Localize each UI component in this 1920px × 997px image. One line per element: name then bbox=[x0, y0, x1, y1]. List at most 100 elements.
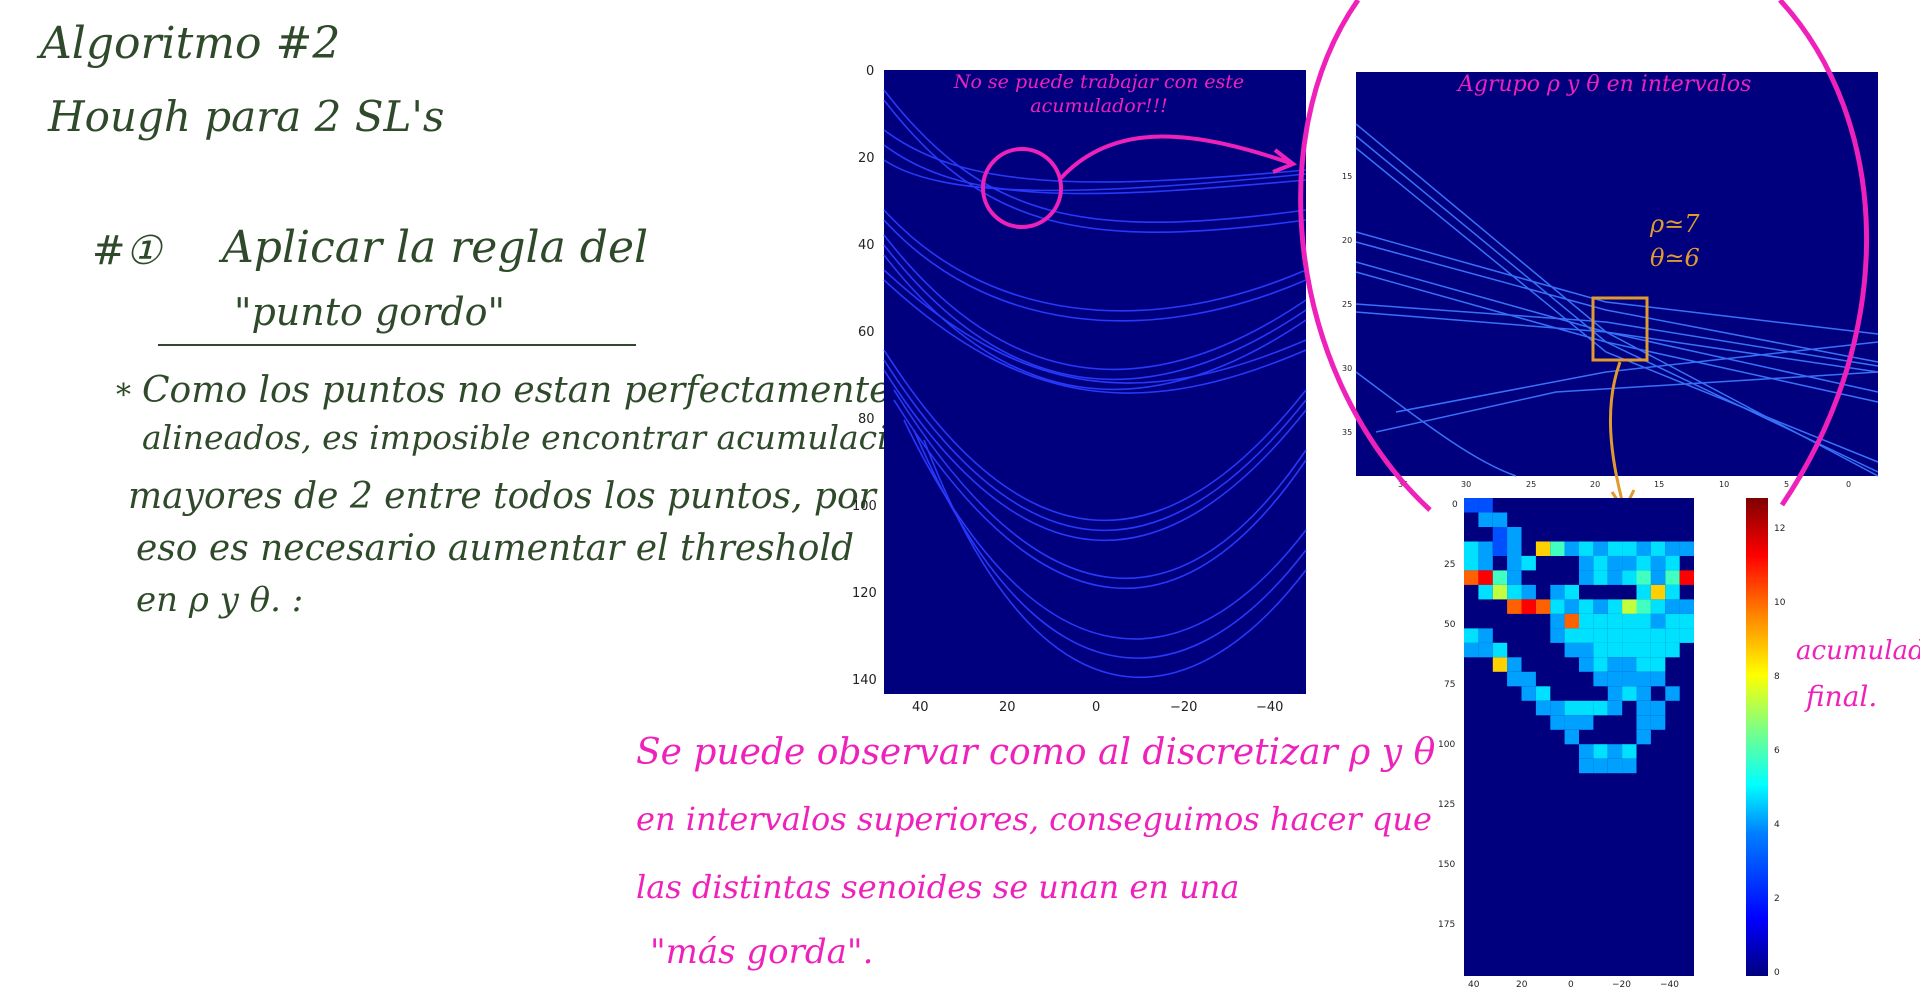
heatmap-cell bbox=[1607, 541, 1623, 556]
heatmap-cell bbox=[1593, 657, 1608, 672]
heatmap-cell bbox=[1564, 613, 1579, 629]
heatmap-cell bbox=[1593, 628, 1608, 643]
heatmap-cell bbox=[1650, 599, 1666, 614]
bottom-note-line-2: en intervalos superiores, conseguimos ha… bbox=[636, 800, 1432, 838]
heatmap-cell bbox=[1478, 555, 1493, 571]
heatmap-cell bbox=[1636, 599, 1651, 614]
para-line-2: alineados, es imposible encontrar acumul… bbox=[142, 418, 966, 457]
heatmap-cell bbox=[1636, 570, 1651, 585]
heatmap-cell bbox=[1679, 599, 1694, 614]
heatmap-cell bbox=[1579, 599, 1594, 614]
heatmap-cell bbox=[1622, 758, 1637, 774]
para-line-3: mayores de 2 entre todos los puntos, por bbox=[128, 476, 876, 517]
bottom-note-line-4: "más gorda". bbox=[650, 932, 874, 972]
heatmap-cell bbox=[1564, 599, 1579, 614]
colorbar-tick: 4 bbox=[1774, 820, 1780, 830]
heatmap-cell bbox=[1622, 555, 1637, 571]
colorbar-tick: 0 bbox=[1774, 968, 1780, 978]
plot1-ytick: 20 bbox=[858, 151, 875, 166]
heatmap-cell bbox=[1579, 628, 1594, 643]
heatmap-cell bbox=[1636, 700, 1651, 716]
heatmap-cell bbox=[1636, 715, 1651, 730]
heatmap-cell bbox=[1665, 642, 1680, 658]
heatmap-cell bbox=[1593, 700, 1608, 716]
heatmap-cell bbox=[1636, 613, 1651, 629]
heatmap-cell bbox=[1564, 715, 1579, 730]
bullet-marker: * bbox=[116, 378, 131, 413]
heatmap-cell bbox=[1607, 744, 1623, 759]
heatmap-cell bbox=[1636, 584, 1651, 600]
heatmap-cell bbox=[1550, 700, 1565, 716]
heatmap-cell bbox=[1535, 541, 1551, 556]
plot1-xtick: −20 bbox=[1170, 700, 1198, 715]
heatmap-cell bbox=[1564, 584, 1579, 600]
heatmap-cell bbox=[1636, 686, 1651, 701]
heatmap-cell bbox=[1464, 628, 1479, 643]
heatmap-cell bbox=[1464, 541, 1479, 556]
heatmap-cell bbox=[1478, 541, 1493, 556]
heatmap-cell bbox=[1636, 657, 1651, 672]
heatmap-cell bbox=[1622, 657, 1637, 672]
step-text2: "punto gordo" bbox=[234, 290, 506, 334]
plot1-sinusoids bbox=[883, 89, 1307, 679]
heatmap-cell bbox=[1464, 555, 1479, 571]
theta-estimate: θ≃6 bbox=[1650, 244, 1700, 272]
plot3-ytick: 25 bbox=[1444, 560, 1456, 570]
plot1-accumulator bbox=[884, 70, 1306, 694]
heatmap-cell bbox=[1636, 555, 1651, 571]
heatmap-cell bbox=[1478, 628, 1493, 643]
heatmap-cell bbox=[1564, 541, 1579, 556]
para-line-5: en ρ y θ. : bbox=[136, 580, 304, 620]
plot2-xtick: 15 bbox=[1654, 480, 1665, 489]
heatmap-cell bbox=[1622, 671, 1637, 687]
colorbar-tick: 8 bbox=[1774, 672, 1780, 682]
heatmap-cell bbox=[1564, 628, 1579, 643]
heatmap-cell bbox=[1636, 729, 1651, 745]
plot1-ytick: 0 bbox=[866, 64, 875, 79]
para-line-4: eso es necesario aumentar el threshold bbox=[136, 528, 855, 569]
rho-estimate: ρ≃7 bbox=[1650, 210, 1700, 238]
heatmap-cell bbox=[1679, 628, 1694, 643]
heatmap-cell bbox=[1593, 599, 1608, 614]
colorbar-tick: 10 bbox=[1774, 598, 1786, 608]
heatmap-cell bbox=[1607, 642, 1623, 658]
plot3-ytick: 75 bbox=[1444, 680, 1456, 690]
heatmap-cell bbox=[1507, 570, 1522, 585]
heatmap-cell bbox=[1665, 570, 1680, 585]
heatmap-cell bbox=[1665, 541, 1680, 556]
plot2-xtick: 20 bbox=[1590, 480, 1601, 489]
step-text: Aplicar la regla del bbox=[222, 222, 649, 273]
heatmap-cell bbox=[1579, 700, 1594, 716]
plot2-ytick: 35 bbox=[1342, 428, 1353, 437]
plot3-ytick: 150 bbox=[1438, 860, 1456, 870]
heatmap-cell bbox=[1535, 686, 1551, 701]
plot1-ytick: 60 bbox=[858, 325, 875, 340]
heatmap-cell bbox=[1665, 555, 1680, 571]
heatmap-cell bbox=[1507, 671, 1522, 687]
heatmap-cell bbox=[1478, 584, 1493, 600]
heatmap-cell bbox=[1579, 744, 1594, 759]
heatmap-cell bbox=[1665, 584, 1680, 600]
plot1-ytick: 80 bbox=[858, 412, 875, 427]
final-accumulator-label-2: final. bbox=[1806, 680, 1878, 713]
heatmap-cell bbox=[1607, 671, 1623, 687]
heatmap-cell bbox=[1550, 628, 1565, 643]
plot1-xtick: 0 bbox=[1092, 700, 1101, 715]
plot2-xtick: 10 bbox=[1719, 480, 1730, 489]
heatmap-cell bbox=[1593, 541, 1608, 556]
plot1-xtick: 40 bbox=[912, 700, 929, 715]
heatmap-cell bbox=[1550, 584, 1565, 600]
heatmap-cell bbox=[1650, 715, 1666, 730]
heatmap-cell bbox=[1579, 715, 1594, 730]
heatmap-cell bbox=[1521, 686, 1536, 701]
heatmap-cell bbox=[1564, 700, 1579, 716]
bottom-note-line-3: las distintas senoides se unan en una bbox=[636, 868, 1240, 906]
heatmap-cell bbox=[1650, 700, 1666, 716]
plot2-ytick: 25 bbox=[1342, 300, 1353, 309]
heatmap-cell bbox=[1622, 686, 1637, 701]
heatmap-cell bbox=[1607, 758, 1623, 774]
heatmap-cell bbox=[1679, 613, 1694, 629]
heatmap-cell bbox=[1579, 570, 1594, 585]
heatmap-cell bbox=[1507, 584, 1522, 600]
heatmap-cell bbox=[1593, 642, 1608, 658]
